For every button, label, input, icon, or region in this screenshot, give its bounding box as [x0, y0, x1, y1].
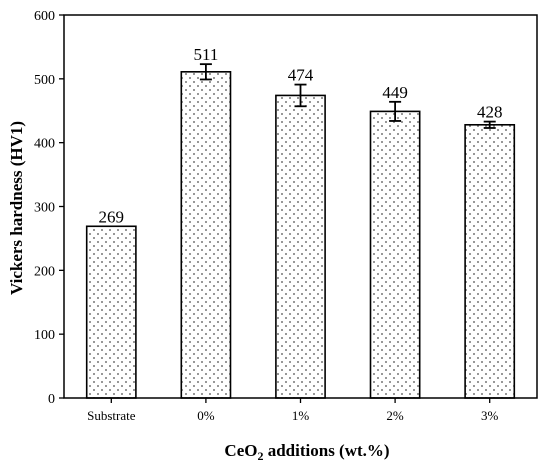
plot-frame — [63, 14, 538, 399]
data-label: 428 — [477, 103, 503, 122]
bar — [180, 71, 232, 399]
y-tick-label: 100 — [34, 328, 55, 343]
x-tick-label: 0% — [197, 408, 215, 423]
y-tick-label: 500 — [34, 73, 55, 88]
x-axis-title-subscript: 2 — [257, 449, 263, 463]
bar — [369, 110, 421, 399]
x-tick-label: Substrate — [87, 408, 136, 423]
x-axis-title-prefix: CeO — [224, 441, 257, 460]
y-tick-label: 0 — [48, 392, 55, 407]
data-label: 449 — [382, 83, 408, 102]
axes: Substrate 0% 1% 2% 3% 0 100 200 300 400 500 600 — [34, 9, 538, 423]
data-label: 474 — [288, 66, 314, 85]
x-axis-title: CeO2 additions (wt.%) — [224, 441, 389, 463]
bar — [275, 94, 326, 399]
plot-area: 269 511 474 449 428 — [85, 45, 516, 399]
x-tick-label: 3% — [481, 408, 499, 423]
y-tick-label: 600 — [34, 9, 55, 24]
y-tick-label: 300 — [34, 201, 55, 216]
bar — [85, 225, 137, 399]
y-axis-title: Vickers hardness (HV1) — [7, 121, 26, 295]
y-tick-label: 400 — [34, 137, 55, 152]
x-tick-label: 2% — [386, 408, 404, 423]
x-tick-label: 1% — [292, 408, 310, 423]
data-label: 269 — [99, 207, 125, 226]
bar — [464, 123, 516, 399]
y-tick-label: 200 — [34, 264, 55, 279]
x-axis-title-suffix: additions (wt.%) — [263, 441, 389, 460]
data-label: 511 — [193, 45, 218, 64]
